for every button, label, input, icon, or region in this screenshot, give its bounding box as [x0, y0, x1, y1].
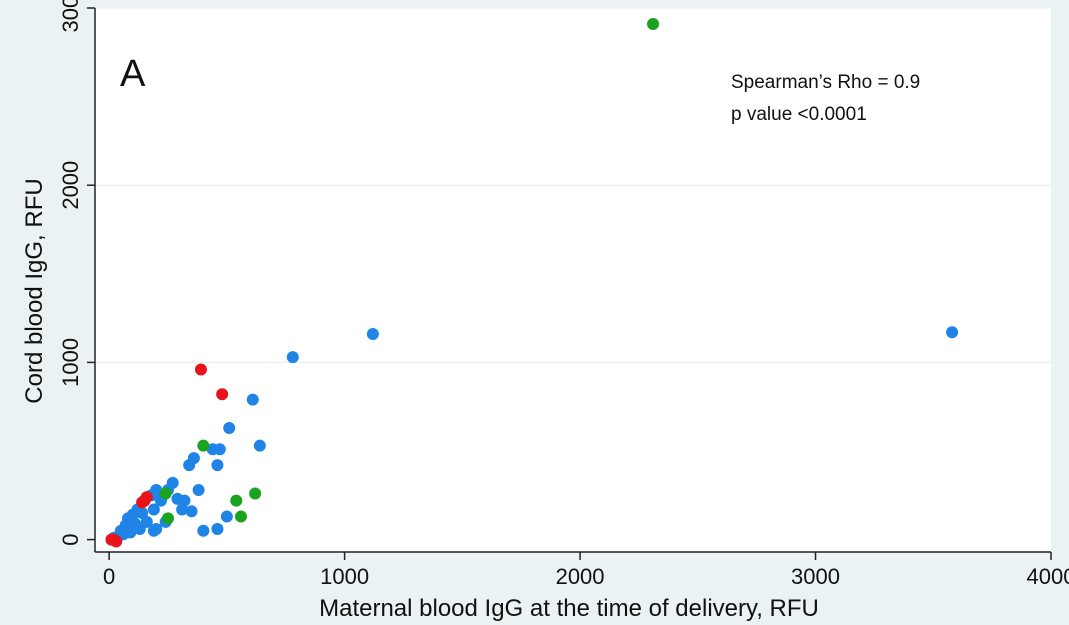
data-point [197, 439, 210, 452]
x-tick-label: 0 [103, 564, 115, 589]
data-point [197, 524, 210, 537]
y-tick-label: 3000 [58, 0, 83, 32]
data-point [286, 351, 299, 364]
data-point [366, 328, 379, 341]
data-point [230, 494, 243, 507]
y-axis-label: Cord blood IgG, RFU [21, 178, 48, 403]
data-point [159, 487, 172, 500]
data-point [647, 17, 660, 30]
data-point [147, 503, 160, 516]
data-point [249, 487, 262, 500]
y-tick-label: 1000 [58, 338, 83, 387]
axis-ticks: 0 1000 2000 3000 0 1000 2000 3000 4000 [58, 0, 1069, 589]
x-tick-label: 4000 [1027, 564, 1069, 589]
data-point [216, 388, 229, 401]
data-point [105, 533, 118, 546]
data-point [946, 326, 959, 339]
data-point [183, 459, 196, 472]
plot-area [95, 8, 1051, 552]
grid-lines [95, 7, 1051, 363]
x-tick-label: 1000 [320, 564, 369, 589]
panel-label: A [120, 53, 146, 95]
x-tick-label: 2000 [556, 564, 605, 589]
data-point [246, 393, 259, 406]
x-tick-label: 3000 [791, 564, 840, 589]
data-point [220, 510, 233, 523]
data-point [147, 524, 160, 537]
data-point [253, 439, 266, 452]
y-tick-label: 2000 [58, 161, 83, 210]
data-point [211, 459, 224, 472]
data-point [140, 515, 153, 528]
data-point [114, 524, 127, 537]
y-tick-label: 0 [58, 533, 83, 545]
data-point [234, 510, 247, 523]
data-point [161, 512, 174, 525]
annotation-rho: Spearman’s Rho = 0.9 [731, 72, 920, 93]
data-point [206, 443, 219, 456]
data-point [194, 363, 207, 376]
x-axis-label: Maternal blood IgG at the time of delive… [319, 595, 819, 622]
data-points [105, 17, 959, 548]
data-point [211, 522, 224, 535]
data-point [185, 505, 198, 518]
data-point [136, 496, 149, 509]
annotation-p-value: p value <0.0001 [731, 104, 867, 125]
data-point [176, 503, 189, 516]
data-point [192, 483, 205, 496]
data-point [223, 421, 236, 434]
